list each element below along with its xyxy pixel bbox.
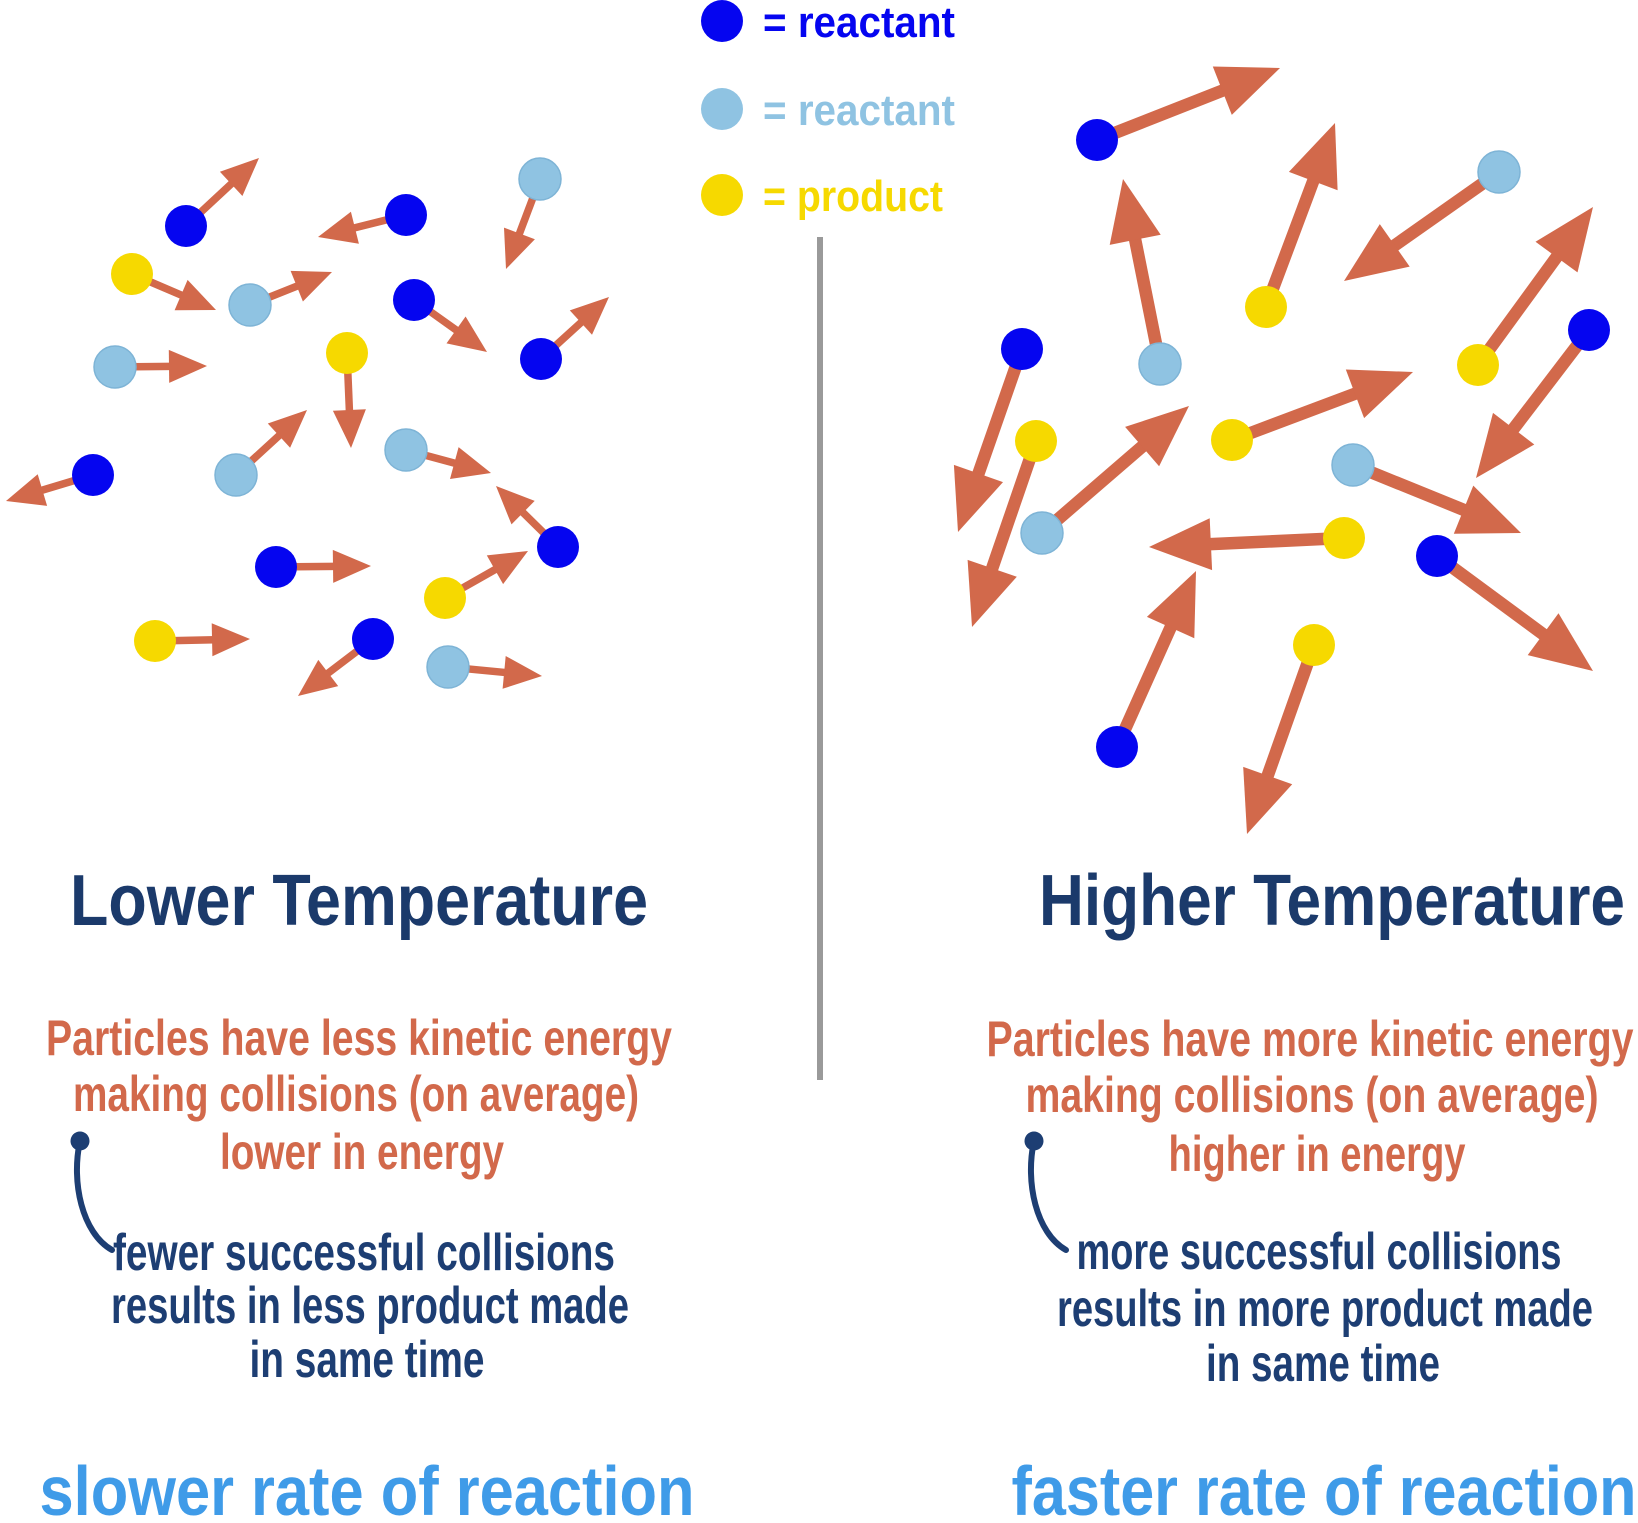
svg-text:faster rate of reaction: faster rate of reaction [1012, 1452, 1637, 1523]
svg-text:= reactant: = reactant [763, 86, 955, 135]
svg-text:higher in energy: higher in energy [1169, 1126, 1466, 1182]
svg-text:Particles have more kinetic en: Particles have more kinetic energy [987, 1011, 1634, 1067]
svg-text:more successful collisions: more successful collisions [1077, 1223, 1562, 1281]
svg-text:slower rate of reaction: slower rate of reaction [40, 1452, 695, 1523]
svg-text:Particles have less kinetic en: Particles have less kinetic energy [46, 1010, 672, 1066]
svg-text:= product: = product [763, 172, 943, 221]
svg-text:results in more product made: results in more product made [1057, 1280, 1593, 1338]
svg-text:in same time: in same time [1206, 1335, 1440, 1393]
svg-text:= reactant: = reactant [763, 0, 955, 47]
svg-text:lower in energy: lower in energy [220, 1124, 504, 1180]
svg-text:results in less product made: results in less product made [111, 1277, 629, 1335]
svg-text:in same time: in same time [250, 1331, 485, 1389]
svg-text:making collisions (on average): making collisions (on average) [1026, 1067, 1599, 1123]
svg-text:Lower Temperature: Lower Temperature [70, 861, 648, 941]
svg-text:Higher Temperature: Higher Temperature [1039, 861, 1625, 941]
svg-text:making collisions (on average): making collisions (on average) [73, 1066, 639, 1122]
svg-text:fewer successful collisions: fewer successful collisions [113, 1224, 615, 1282]
